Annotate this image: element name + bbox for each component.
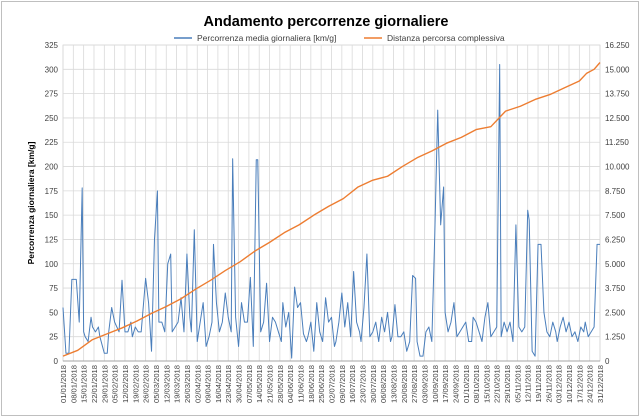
x-tick-label: 08/10/2018 xyxy=(472,365,481,403)
x-tick-label: 23/07/2018 xyxy=(358,365,367,403)
x-tick-label: 11/06/2018 xyxy=(297,365,306,402)
y-axis-label: Percorrenza giornaliera [km/g] xyxy=(26,141,36,264)
x-tick-label: 22/01/2018 xyxy=(90,365,99,403)
x-tick-label: 26/03/2018 xyxy=(183,365,192,403)
x-tick-label: 08/01/2018 xyxy=(69,365,78,403)
x-tick-label: 12/11/2018 xyxy=(524,365,533,402)
x-tick-label: 29/10/2018 xyxy=(503,365,512,403)
y2-tick-label: 11.250 xyxy=(605,138,629,147)
y-tick-label: 250 xyxy=(45,114,59,123)
x-tick-label: 24/09/2018 xyxy=(451,365,460,403)
x-tick-label: 04/06/2018 xyxy=(286,365,295,403)
y-axis-right: 0 1.250 2.500 3.750 5.000 6.250 7.500 8.750 10.0… xyxy=(605,41,630,366)
x-tick-label: 29/01/2018 xyxy=(100,365,109,403)
y-tick-label: 0 xyxy=(54,357,59,366)
x-tick-label: 13/08/2018 xyxy=(389,365,398,403)
x-tick-label: 10/12/2018 xyxy=(565,365,574,403)
y-tick-label: 325 xyxy=(45,41,59,50)
x-tick-label: 24/12/2018 xyxy=(586,365,595,403)
x-tick-label: 05/11/2018 xyxy=(513,365,522,402)
y2-tick-label: 8.750 xyxy=(605,187,626,196)
x-tick-label: 14/05/2018 xyxy=(255,365,264,403)
y2-tick-label: 12.500 xyxy=(605,114,630,123)
y-tick-label: 50 xyxy=(49,308,58,317)
x-tick-label: 22/10/2018 xyxy=(493,365,502,403)
y-tick-label: 125 xyxy=(45,235,59,244)
y-axis-left: 0 25 50 75 100 125 150 175 200 225 250 275 300 325 xyxy=(45,41,59,366)
x-tick-label: 10/09/2018 xyxy=(431,365,440,403)
y-tick-label: 100 xyxy=(45,260,59,269)
x-tick-label: 15/01/2018 xyxy=(80,365,89,403)
x-tick-label: 25/06/2018 xyxy=(317,365,326,403)
x-tick-label: 19/11/2018 xyxy=(534,365,543,402)
x-tick-label: 26/11/2018 xyxy=(544,365,553,402)
x-tick-label: 07/05/2018 xyxy=(245,365,254,403)
y-tick-label: 175 xyxy=(45,187,59,196)
x-tick-label: 17/12/2018 xyxy=(575,365,584,403)
x-axis: 01/01/2018 08/01/2018 15/01/2018 22/01/2018… xyxy=(59,360,605,403)
x-tick-label: 06/08/2018 xyxy=(379,365,388,403)
x-tick-label: 19/03/2018 xyxy=(173,365,182,403)
x-tick-label: 30/04/2018 xyxy=(235,365,244,403)
y2-tick-label: 16.250 xyxy=(605,41,630,50)
series-line-percorrenza-media xyxy=(62,63,600,359)
chart-title: Andamento percorrenze giornaliere xyxy=(204,14,449,30)
y2-tick-label: 13.750 xyxy=(605,90,630,99)
y2-tick-label: 0 xyxy=(605,357,610,366)
y2-tick-label: 3.750 xyxy=(605,284,626,293)
grid xyxy=(62,44,601,362)
x-tick-label: 05/02/2018 xyxy=(111,365,120,403)
y-tick-label: 200 xyxy=(45,163,59,172)
x-tick-label: 28/05/2018 xyxy=(276,365,285,403)
x-tick-label: 09/04/2018 xyxy=(204,365,213,403)
x-tick-label: 16/04/2018 xyxy=(214,365,223,403)
x-tick-label: 03/12/2018 xyxy=(555,365,564,403)
y-tick-label: 75 xyxy=(49,284,58,293)
y-tick-label: 25 xyxy=(49,333,58,342)
y2-tick-label: 10.000 xyxy=(605,163,630,172)
y2-tick-label: 15.000 xyxy=(605,65,630,74)
series-line-distanza-complessiva xyxy=(62,62,601,357)
x-tick-label: 26/02/2018 xyxy=(142,365,151,403)
x-tick-label: 03/09/2018 xyxy=(420,365,429,403)
legend: Percorrenza media giornaliera [km/g] Dis… xyxy=(174,33,505,43)
x-tick-label: 01/01/2018 xyxy=(59,365,68,403)
x-tick-label: 01/10/2018 xyxy=(462,365,471,403)
legend-entry-distanza: Distanza percorsa complessiva xyxy=(387,33,505,43)
x-tick-label: 15/10/2018 xyxy=(482,365,491,403)
x-tick-label: 05/03/2018 xyxy=(152,365,161,403)
x-tick-label: 31/12/2018 xyxy=(596,365,605,403)
y-tick-label: 150 xyxy=(45,211,59,220)
y2-tick-label: 5.000 xyxy=(605,260,626,269)
x-tick-label: 02/04/2018 xyxy=(193,365,202,403)
x-tick-label: 21/05/2018 xyxy=(266,365,275,403)
x-tick-label: 17/09/2018 xyxy=(441,365,450,403)
y-tick-label: 300 xyxy=(45,65,59,74)
x-tick-label: 18/06/2018 xyxy=(307,365,316,403)
y2-tick-label: 1.250 xyxy=(605,333,626,342)
x-tick-label: 30/07/2018 xyxy=(369,365,378,403)
series-layer xyxy=(62,62,601,359)
x-tick-label: 27/08/2018 xyxy=(410,365,419,403)
x-tick-label: 23/04/2018 xyxy=(224,365,233,403)
x-tick-label: 16/07/2018 xyxy=(348,365,357,403)
y2-tick-label: 2.500 xyxy=(605,308,626,317)
x-tick-label: 12/02/2018 xyxy=(121,365,130,403)
y2-tick-label: 7.500 xyxy=(605,211,626,220)
y2-tick-label: 6.250 xyxy=(605,235,626,244)
x-tick-label: 12/03/2018 xyxy=(162,365,171,403)
legend-entry-media: Percorrenza media giornaliera [km/g] xyxy=(197,33,336,43)
y-tick-label: 225 xyxy=(45,138,59,147)
x-tick-label: 02/07/2018 xyxy=(328,365,337,403)
x-tick-label: 19/02/2018 xyxy=(131,365,140,403)
y-tick-label: 275 xyxy=(45,90,59,99)
x-tick-label: 09/07/2018 xyxy=(338,365,347,403)
x-tick-label: 20/08/2018 xyxy=(400,365,409,403)
